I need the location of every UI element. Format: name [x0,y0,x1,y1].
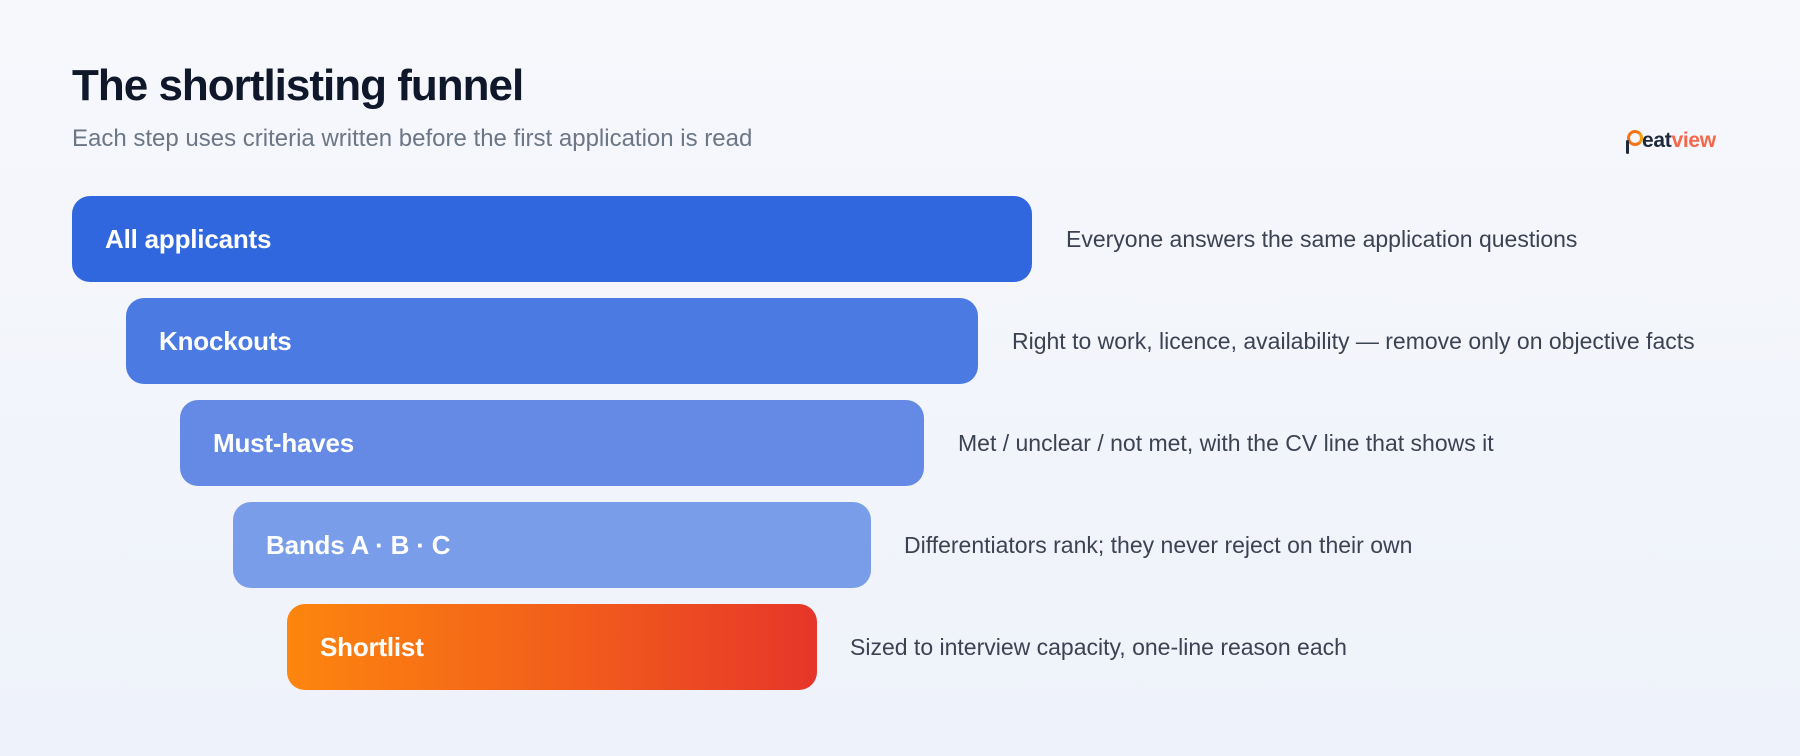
logo-text-accent: view [1671,129,1716,152]
funnel-stage-shortlist: Shortlist [287,604,817,690]
logo-wordmark: eatview [1642,126,1716,156]
funnel-stage-description: Met / unclear / not met, with the CV lin… [958,430,1494,456]
beatview-logo-mark-icon [1626,128,1644,154]
funnel-stage-description: Everyone answers the same application qu… [1066,226,1578,252]
page-title: The shortlisting funnel [72,61,524,110]
logo-text-dark: eat [1642,129,1672,152]
funnel-stage-label: Bands A · B · C [266,529,451,560]
funnel-stage-label: Knockouts [159,325,292,356]
funnel-stage-description: Right to work, licence, availability — r… [1012,328,1695,354]
funnel-stage-label: Shortlist [320,631,424,662]
funnel-stage-label: Must-haves [213,427,355,458]
beatview-logo: eatview [1626,126,1716,156]
funnel-stage-all-applicants: All applicants [72,196,1032,282]
funnel-stage-label: All applicants [105,223,272,254]
page-subtitle: Each step uses criteria written before t… [72,125,753,152]
funnel-stage-bands: Bands A · B · C [233,502,871,588]
funnel-stage-description: Sized to interview capacity, one-line re… [850,634,1347,660]
funnel-stage-must-haves: Must-haves [180,400,924,486]
funnel-stage-description: Differentiators rank; they never reject … [904,532,1413,558]
funnel-stage-knockouts: Knockouts [126,298,978,384]
